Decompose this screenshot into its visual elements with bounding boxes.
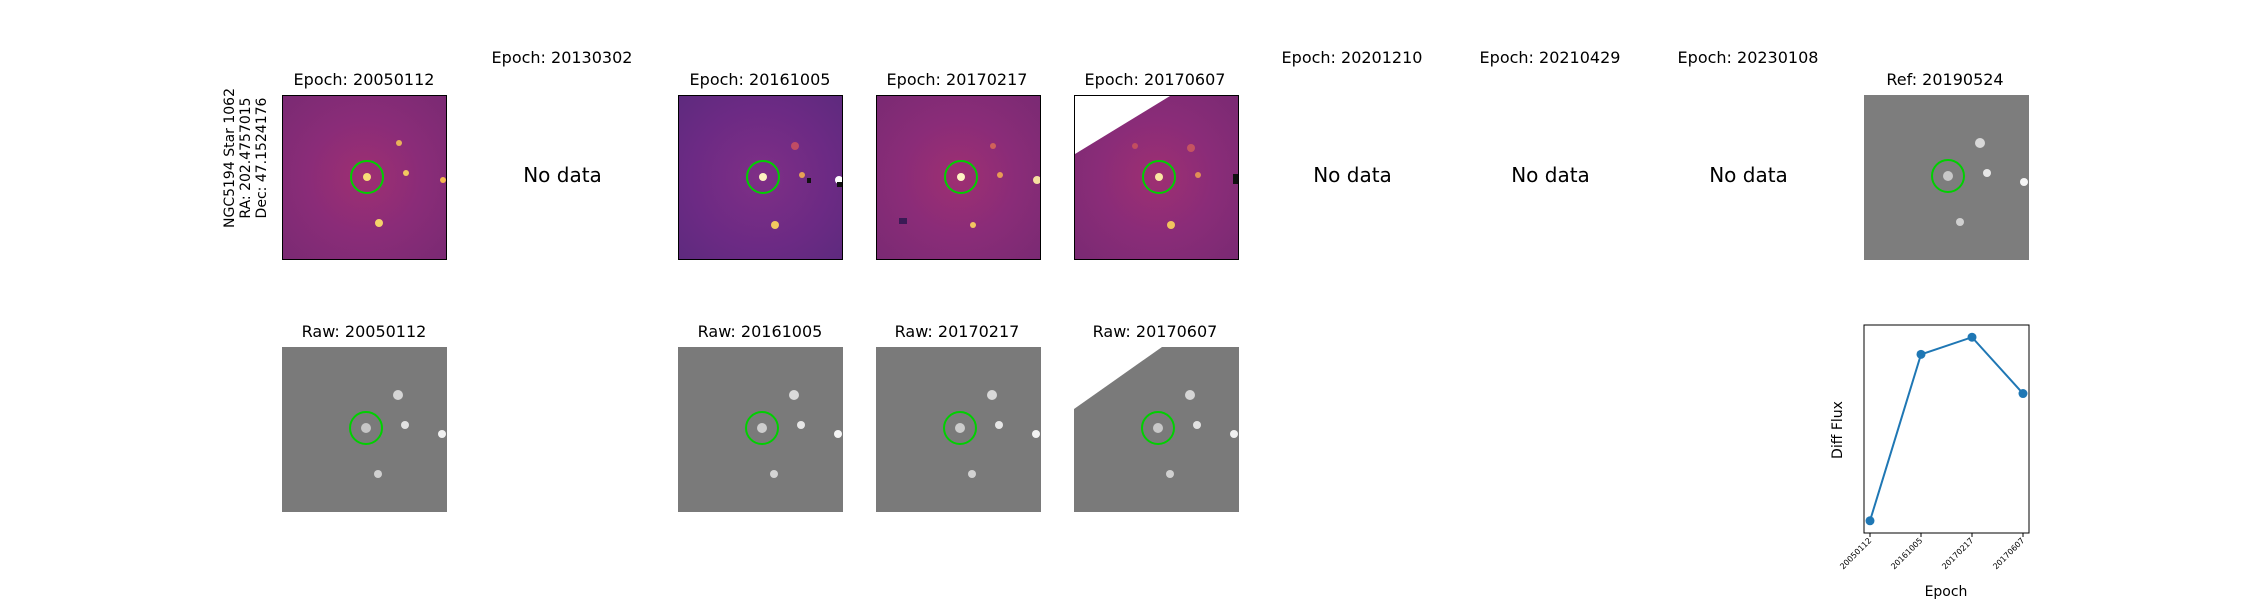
raw-title-5: Raw: 20170607 xyxy=(1092,322,1218,341)
reference-image xyxy=(1864,95,2029,260)
diff-image-overlay xyxy=(899,143,1040,228)
diff-image-20170607 xyxy=(1074,95,1239,260)
data-point xyxy=(1865,516,1875,526)
x-tick-label: 20161005 xyxy=(1889,536,1924,571)
diff-image-overlay xyxy=(350,140,446,227)
missing-data-region xyxy=(1075,96,1170,154)
raw-image-overlay xyxy=(745,390,842,478)
y-axis-label: Diff Flux xyxy=(1830,401,1846,459)
raw-image-overlay xyxy=(1074,347,1238,478)
raw-title-3: Raw: 20161005 xyxy=(697,322,823,341)
x-tick-label: 20050112 xyxy=(1838,536,1873,571)
target-marker-circle xyxy=(1141,411,1175,445)
dec-label: Dec: 47.1524176 xyxy=(254,97,270,219)
x-axis-label: Epoch xyxy=(1925,584,1968,600)
epoch-title-8: Epoch: 20230108 xyxy=(1677,48,1819,67)
star-label: NGC5194 Star 1062 xyxy=(222,88,238,228)
data-point xyxy=(1916,349,1926,359)
raw-image-20170607 xyxy=(1074,347,1239,512)
raw-image-20170217 xyxy=(876,347,1041,512)
no-data-label: No data xyxy=(1313,163,1392,187)
epoch-title-4: Epoch: 20170217 xyxy=(886,70,1028,89)
epoch-title-3: Epoch: 20161005 xyxy=(689,70,831,89)
raw-image-overlay xyxy=(349,390,446,478)
raw-title-4: Raw: 20170217 xyxy=(894,322,1020,341)
target-marker-circle xyxy=(943,411,977,445)
target-info-label: NGC5194 Star 1062 RA: 202.4757015 Dec: 4… xyxy=(222,68,270,248)
ref-title: Ref: 20190524 xyxy=(1886,70,2004,89)
no-data-label: No data xyxy=(1511,163,1590,187)
diff-image-overlay xyxy=(1075,96,1238,229)
data-point xyxy=(1967,332,1977,342)
diff-image-20050112 xyxy=(282,95,447,260)
raw-title-1: Raw: 20050112 xyxy=(301,322,427,341)
raw-image-overlay xyxy=(943,390,1040,478)
epoch-title-5: Epoch: 20170607 xyxy=(1084,70,1226,89)
series-line xyxy=(1869,336,2024,522)
no-data-label: No data xyxy=(523,163,602,187)
diff-image-20170217 xyxy=(876,95,1041,260)
data-point xyxy=(2018,389,2028,399)
target-marker-circle xyxy=(349,411,383,445)
epoch-title-1: Epoch: 20050112 xyxy=(293,70,435,89)
plot-frame xyxy=(1863,324,2030,534)
ra-label: RA: 202.4757015 xyxy=(238,97,254,219)
epoch-title-2: Epoch: 20130302 xyxy=(491,48,633,67)
raw-image-20050112 xyxy=(282,347,447,512)
missing-data-region xyxy=(1074,347,1162,409)
diff-image-20161005 xyxy=(678,95,843,260)
target-marker-circle xyxy=(944,160,978,194)
target-marker-circle xyxy=(1931,159,1965,193)
ref-image-overlay xyxy=(1931,138,2028,226)
x-tick-label: 20170607 xyxy=(1991,536,2026,571)
diff-flux-chart: 20050112 20161005 20170217 20170607 Diff Fl… xyxy=(1830,324,2030,600)
epoch-title-6: Epoch: 20201210 xyxy=(1281,48,1423,67)
target-marker-circle xyxy=(746,160,780,194)
target-marker-circle xyxy=(1142,160,1176,194)
epoch-title-7: Epoch: 20210429 xyxy=(1479,48,1621,67)
raw-image-20161005 xyxy=(678,347,843,512)
target-marker-circle xyxy=(745,411,779,445)
target-marker-circle xyxy=(350,160,384,194)
no-data-label: No data xyxy=(1709,163,1788,187)
x-tick-label: 20170217 xyxy=(1940,536,1975,571)
diff-image-overlay xyxy=(746,142,842,229)
